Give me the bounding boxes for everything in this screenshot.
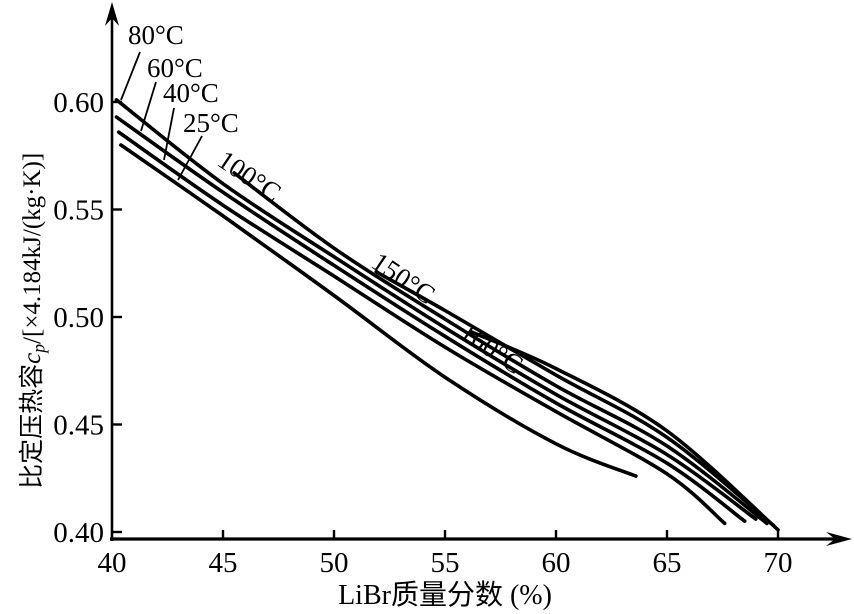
- curve-40c: [116, 130, 727, 526]
- curve-label-80c: 80°C: [128, 20, 184, 50]
- curve-25c: [119, 143, 638, 478]
- x-axis-title: LiBr质量分数 (%): [338, 580, 552, 611]
- curve-160c: [469, 330, 780, 532]
- leader-line-60c: [140, 81, 157, 132]
- x-axis-arrowhead: [826, 532, 852, 546]
- y-tick-label: 0.40: [53, 517, 104, 549]
- x-tick-label: 65: [653, 547, 682, 579]
- y-tick-label: 0.60: [53, 87, 104, 119]
- curve-label-60c: 60°C: [147, 53, 203, 83]
- axis-tick-labels: 40 45 50 55 60 65 70 0.60 0.55 0.50 0.45 0.40: [53, 87, 792, 579]
- x-tick-label: 40: [98, 547, 127, 579]
- y-axis-title: 比定压热容cp/[×4.184kJ/(kg·K)]: [19, 85, 49, 557]
- y-axis-arrowhead: [105, 2, 119, 26]
- x-tick-label: 55: [431, 547, 460, 579]
- leader-line-80c: [120, 51, 141, 101]
- x-tick-label: 70: [764, 547, 793, 579]
- y-tick-label: 0.50: [53, 302, 104, 334]
- y-axis-title-symbol-sub: p: [28, 343, 49, 353]
- axis-ticks: [112, 100, 780, 539]
- data-curves: [114, 98, 780, 532]
- leader-line-40c: [163, 107, 175, 161]
- leader-line-25c: [177, 135, 203, 181]
- y-axis-title-suffix: /[×4.184kJ/(kg·K)]: [19, 152, 47, 344]
- curve-80c: [114, 98, 758, 521]
- x-tick-label: 45: [209, 547, 238, 579]
- y-tick-label: 0.55: [53, 195, 104, 227]
- curve-label-25c: 25°C: [183, 108, 239, 138]
- y-tick-label: 0.45: [53, 410, 104, 442]
- y-axis-title-symbol: c: [19, 352, 47, 364]
- curve-label-40c: 40°C: [163, 78, 219, 108]
- leader-lines: [120, 51, 203, 181]
- x-tick-label: 60: [542, 547, 571, 579]
- curve-60c: [114, 115, 747, 523]
- curve-150c: [374, 270, 776, 528]
- y-axis-title-prefix: 比定压热容: [19, 363, 47, 489]
- x-tick-label: 50: [320, 547, 349, 579]
- curve-100c: [232, 171, 769, 526]
